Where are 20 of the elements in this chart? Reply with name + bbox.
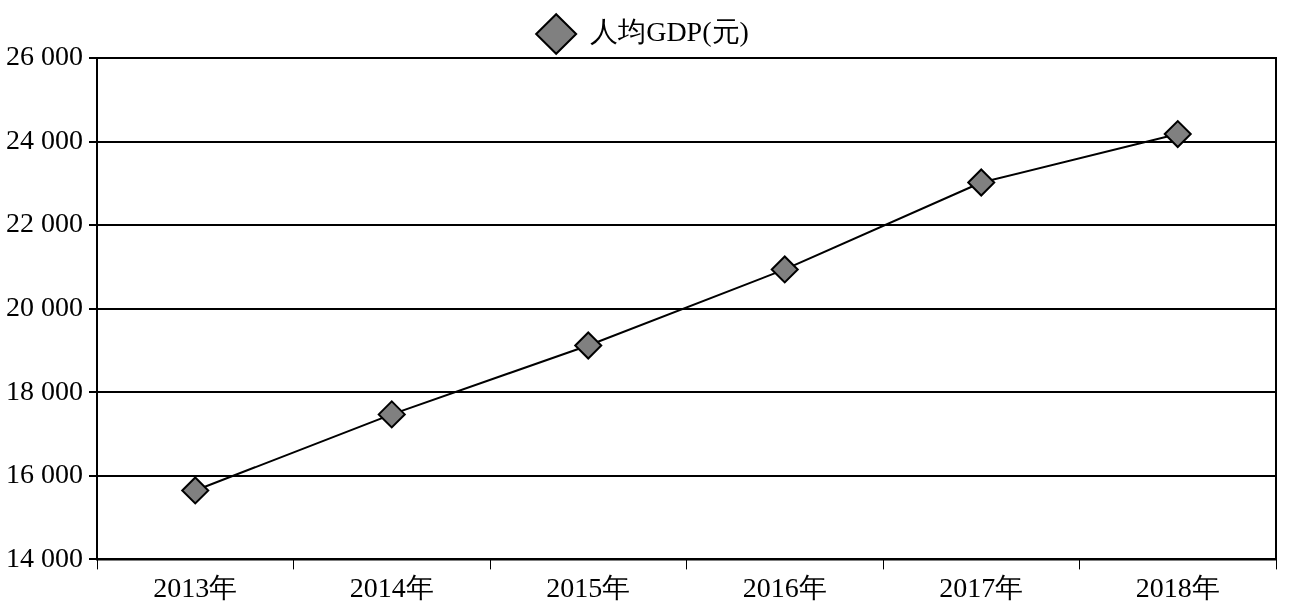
y-tick-label: 16 000 bbox=[6, 458, 83, 490]
x-tick-label: 2018年 bbox=[1135, 571, 1220, 603]
y-tick-label: 18 000 bbox=[6, 374, 83, 406]
y-tick-label: 14 000 bbox=[6, 541, 83, 573]
legend-label: 人均GDP(元) bbox=[590, 16, 749, 48]
x-tick-label: 2015年 bbox=[546, 571, 631, 603]
point bbox=[574, 331, 603, 360]
x-tick-label: 2014年 bbox=[349, 571, 434, 603]
y-tick-label: 26 000 bbox=[6, 40, 83, 72]
point bbox=[181, 476, 210, 505]
x-tick-label: 2016年 bbox=[742, 571, 827, 603]
point bbox=[377, 400, 406, 429]
y-tick-label: 22 000 bbox=[6, 207, 83, 239]
point bbox=[1163, 120, 1192, 149]
y-tick-label: 20 000 bbox=[6, 291, 83, 323]
point bbox=[967, 168, 996, 197]
point bbox=[770, 255, 799, 284]
x-tick-label: 2013年 bbox=[153, 571, 238, 603]
y-tick-label: 24 000 bbox=[6, 123, 83, 155]
x-tick-label: 2017年 bbox=[939, 571, 1024, 603]
